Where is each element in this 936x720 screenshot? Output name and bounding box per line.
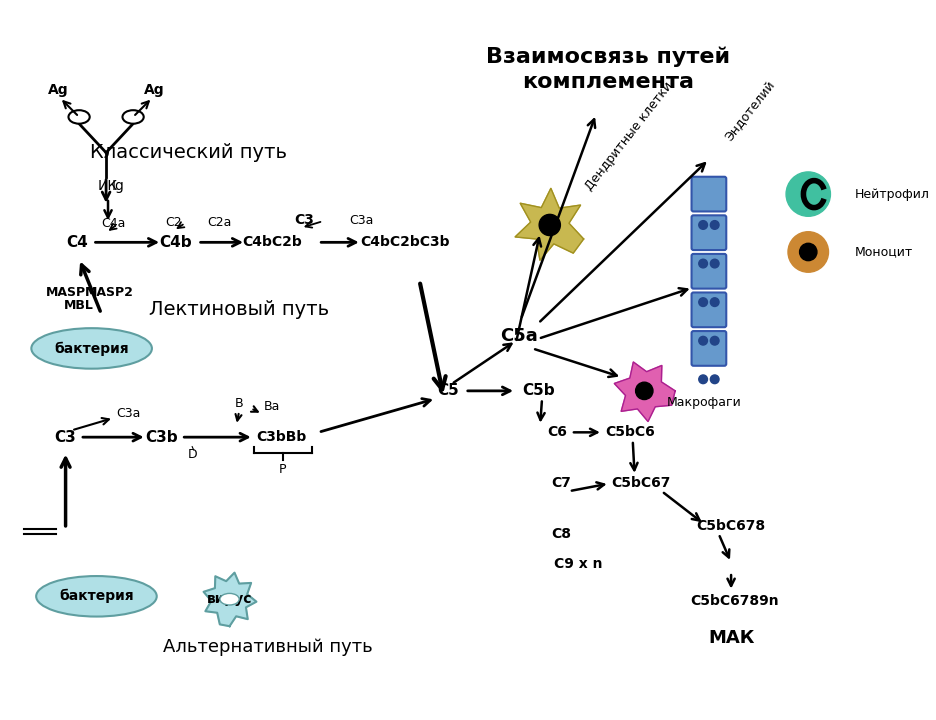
Text: МАК: МАК	[708, 629, 753, 647]
Text: C8: C8	[550, 526, 571, 541]
Text: C9 x n: C9 x n	[554, 557, 602, 572]
Text: Эндотелий: Эндотелий	[723, 78, 777, 144]
Text: B: B	[235, 397, 243, 410]
Text: Ag: Ag	[144, 83, 165, 97]
Text: C5a: C5a	[500, 327, 537, 345]
Ellipse shape	[68, 110, 90, 124]
Circle shape	[709, 375, 718, 384]
Ellipse shape	[220, 593, 239, 605]
Text: ИК: ИК	[98, 179, 118, 194]
Text: C5bC678: C5bC678	[695, 519, 765, 533]
Text: Лектиновый путь: Лектиновый путь	[149, 300, 329, 320]
Polygon shape	[203, 572, 256, 626]
Text: Ag: Ag	[48, 83, 68, 97]
Text: C2a: C2a	[208, 215, 232, 228]
Circle shape	[698, 259, 707, 268]
Circle shape	[698, 220, 707, 229]
Circle shape	[698, 375, 707, 384]
Circle shape	[538, 215, 560, 235]
FancyBboxPatch shape	[691, 292, 725, 327]
Text: C5: C5	[437, 383, 459, 398]
FancyBboxPatch shape	[691, 215, 725, 250]
Text: Дендритные клетки: Дендритные клетки	[582, 79, 675, 193]
Text: Взаимосвязь путей
комплемента: Взаимосвязь путей комплемента	[485, 47, 729, 92]
Text: Ba: Ba	[264, 400, 280, 413]
Text: C4bC2bC3b: C4bC2bC3b	[360, 235, 449, 249]
Text: C5bC67: C5bC67	[611, 477, 670, 490]
Text: C5bC6789n: C5bC6789n	[690, 594, 779, 608]
Text: C5bC6: C5bC6	[605, 426, 654, 439]
Circle shape	[785, 172, 829, 216]
Polygon shape	[515, 189, 583, 260]
Text: C3: C3	[54, 430, 77, 445]
Circle shape	[709, 298, 718, 307]
Circle shape	[709, 259, 718, 268]
Text: Макрофаги: Макрофаги	[666, 396, 740, 409]
Text: Ig: Ig	[111, 179, 124, 194]
Text: Альтернативный путь: Альтернативный путь	[163, 639, 373, 657]
Text: C4b: C4b	[159, 235, 192, 250]
Circle shape	[787, 232, 827, 272]
Circle shape	[709, 336, 718, 345]
Ellipse shape	[123, 110, 143, 124]
Circle shape	[698, 336, 707, 345]
Text: Моноцит: Моноцит	[854, 246, 912, 258]
Text: C7: C7	[550, 477, 571, 490]
Text: C3b: C3b	[146, 430, 178, 445]
FancyBboxPatch shape	[691, 176, 725, 212]
Ellipse shape	[31, 328, 152, 369]
Circle shape	[698, 298, 707, 307]
Text: C5b: C5b	[521, 383, 554, 398]
Text: C2: C2	[165, 215, 182, 228]
Text: Нейтрофил: Нейтрофил	[854, 188, 929, 201]
Text: P: P	[279, 464, 286, 477]
Text: C4a: C4a	[101, 217, 125, 230]
Text: C4bC2b: C4bC2b	[241, 235, 301, 249]
Text: MASP2: MASP2	[84, 286, 133, 299]
Text: D: D	[188, 448, 197, 461]
Text: MASP: MASP	[46, 286, 85, 299]
Text: C4: C4	[66, 235, 88, 250]
Text: MBL: MBL	[64, 300, 94, 312]
Text: C3a: C3a	[116, 407, 140, 420]
Text: C3: C3	[294, 213, 314, 227]
Ellipse shape	[37, 576, 156, 616]
Text: вирус: вирус	[207, 592, 252, 606]
Text: C3bBb: C3bBb	[256, 430, 306, 444]
FancyBboxPatch shape	[691, 254, 725, 289]
Text: C3a: C3a	[349, 214, 373, 227]
FancyBboxPatch shape	[691, 331, 725, 366]
Text: C6: C6	[547, 426, 567, 439]
Text: бактерия: бактерия	[54, 341, 129, 356]
Circle shape	[635, 382, 652, 400]
Text: бактерия: бактерия	[59, 589, 134, 603]
Circle shape	[798, 243, 816, 261]
Polygon shape	[614, 362, 675, 421]
Circle shape	[709, 220, 718, 229]
Text: Классический путь: Классический путь	[90, 143, 286, 162]
